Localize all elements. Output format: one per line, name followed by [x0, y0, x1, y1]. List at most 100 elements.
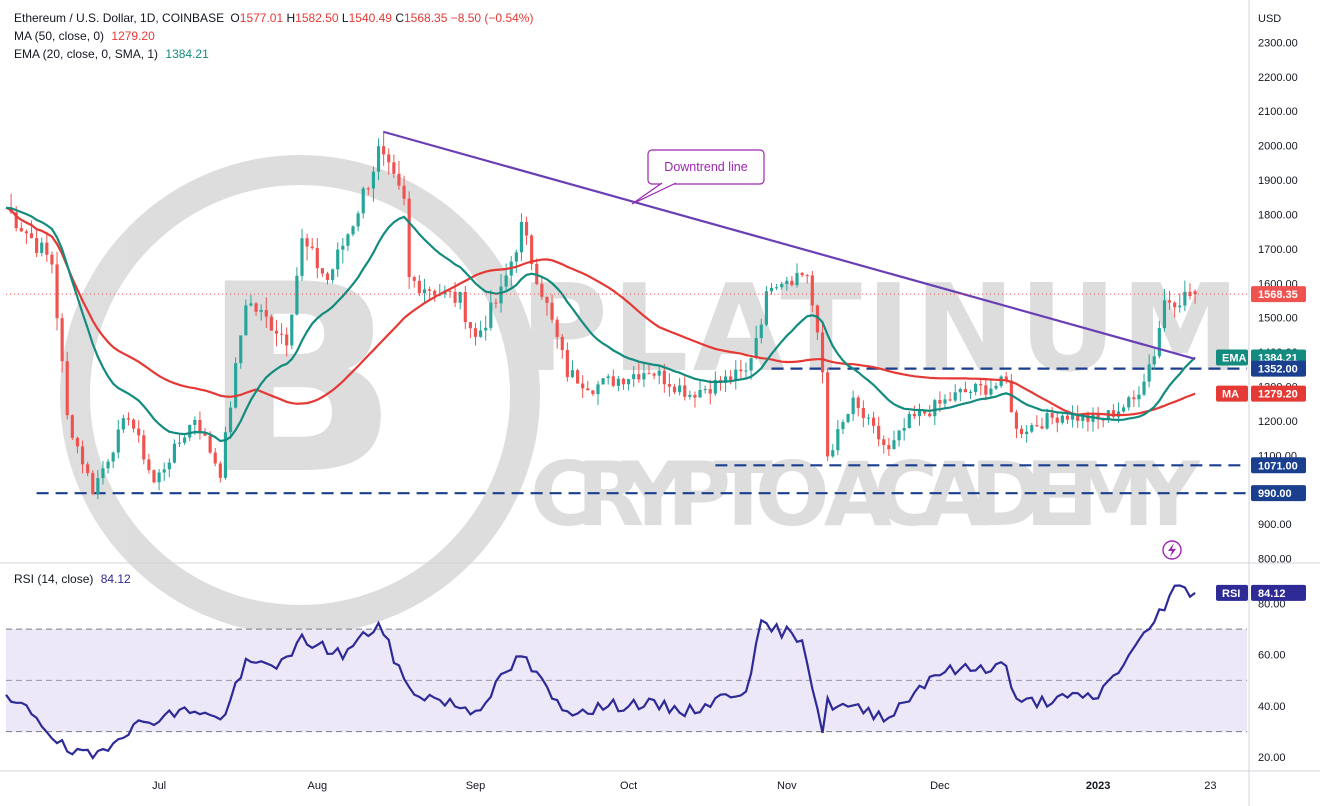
candle-body: [1167, 300, 1172, 303]
candle-body: [91, 473, 95, 494]
candle-body: [208, 435, 212, 453]
candle-body: [606, 376, 610, 379]
candle-body: [1076, 413, 1080, 421]
currency-label: USD: [1258, 13, 1281, 25]
rsi-title: RSI (14, close): [14, 572, 94, 586]
rsi-tag-bg: [1251, 584, 1306, 601]
candle-body: [933, 400, 937, 417]
candle-body: [739, 369, 743, 372]
candle-body: [1157, 328, 1161, 357]
support-levels: [36, 367, 1247, 495]
axis-tags: 1568.351384.21EMA1352.001279.20MA1071.00…: [6, 286, 1306, 601]
candle-body: [683, 385, 687, 397]
candle-body: [1050, 413, 1054, 418]
candle-body: [734, 369, 738, 381]
x-tick-label: 2023: [1086, 780, 1110, 792]
candle-body: [713, 379, 717, 394]
candle-body: [764, 291, 768, 325]
candle-body: [188, 424, 192, 438]
candle-body: [356, 213, 360, 227]
symbol-legend: Ethereum / U.S. Dollar, 1D, COINBASE O15…: [14, 11, 533, 25]
candle-body: [627, 379, 631, 385]
candle-body: [24, 231, 28, 234]
candle-body: [703, 389, 707, 391]
candle-body: [70, 415, 74, 438]
candle-body: [320, 268, 324, 274]
candle-body: [851, 397, 855, 415]
candle-body: [1045, 413, 1049, 429]
annotation-pointer: [631, 182, 677, 205]
candle-body: [60, 318, 64, 362]
candle-body: [121, 418, 125, 430]
y-tick-label: 2100.00: [1258, 106, 1298, 118]
ma-legend[interactable]: MA (50, close, 0) 1279.20: [14, 29, 155, 43]
candle-body: [1193, 291, 1197, 295]
candle-body: [177, 442, 182, 444]
candle-body: [1025, 431, 1029, 435]
candle-body: [989, 388, 993, 395]
candle-body: [994, 385, 998, 389]
candle-body: [499, 286, 503, 304]
ma-50-line: [5, 206, 1196, 417]
candle-body: [223, 432, 228, 478]
candle-body: [938, 400, 942, 404]
symbol-title: Ethereum / U.S. Dollar, 1D, COINBASE: [14, 11, 225, 25]
candle-body: [1122, 407, 1126, 412]
candle-body: [40, 242, 44, 253]
candle-body: [1040, 426, 1044, 429]
candle-body: [519, 222, 524, 253]
rsi-legend[interactable]: RSI (14, close) 84.12: [14, 572, 131, 586]
candle-body: [963, 389, 968, 393]
annotation-box: [647, 149, 765, 185]
candle-body: [310, 246, 314, 248]
candle-body: [826, 372, 830, 457]
candle-body: [785, 280, 789, 284]
watermark-line2: CRYPTO ACADEMY: [530, 443, 1201, 546]
candle-body: [407, 198, 411, 278]
candle-body: [912, 413, 916, 417]
candle-body: [382, 146, 386, 155]
level-1352-tag-bg: [1251, 360, 1306, 377]
price-tag-bg: [1251, 286, 1306, 303]
candle-body: [1111, 410, 1115, 417]
price-axis[interactable]: Jul Aug Sep Oct Nov Dec 2023 23 USD 800.00 900.00 1…: [152, 13, 1298, 792]
candle-body: [524, 222, 529, 236]
candle-body: [979, 384, 983, 386]
candle-body: [780, 283, 784, 288]
candle-body: [948, 399, 952, 401]
candle-body: [295, 275, 299, 315]
candle-body: [157, 472, 161, 483]
candle-body: [376, 146, 381, 172]
candle-body: [581, 383, 585, 389]
candle-body: [126, 418, 131, 420]
y-tick-label: 1800.00: [1258, 209, 1298, 221]
candle-body: [484, 327, 488, 331]
rsi-tick-label: 20.00: [1258, 752, 1286, 764]
candle-body: [453, 291, 457, 303]
y-tick-label: 2300.00: [1258, 37, 1298, 49]
low-label: L: [341, 11, 349, 25]
candle-body: [514, 252, 518, 262]
candle-body: [325, 273, 330, 280]
candle-body: [167, 462, 171, 470]
candle-body: [790, 280, 794, 286]
candle-body: [570, 370, 575, 378]
candle-body: [530, 235, 534, 264]
candle-body: [279, 333, 284, 335]
ema-legend[interactable]: EMA (20, close, 0, SMA, 1) 1384.21: [14, 47, 209, 61]
candle-body: [448, 290, 452, 292]
candle-body: [856, 397, 860, 408]
candle-body: [402, 185, 406, 199]
ma-tag: 1279.20: [1258, 389, 1298, 401]
candle-body: [688, 394, 692, 397]
price-tag: 1568.35: [1258, 289, 1298, 301]
x-tick-label: Sep: [466, 780, 486, 792]
candle-body: [239, 335, 243, 364]
candle-body: [1132, 397, 1136, 400]
annotation-layer: Downtrend line: [383, 130, 1196, 361]
watermark-ring: [60, 155, 540, 635]
candle-body: [371, 171, 376, 189]
candle-body: [228, 407, 233, 433]
candle-body: [473, 328, 478, 337]
